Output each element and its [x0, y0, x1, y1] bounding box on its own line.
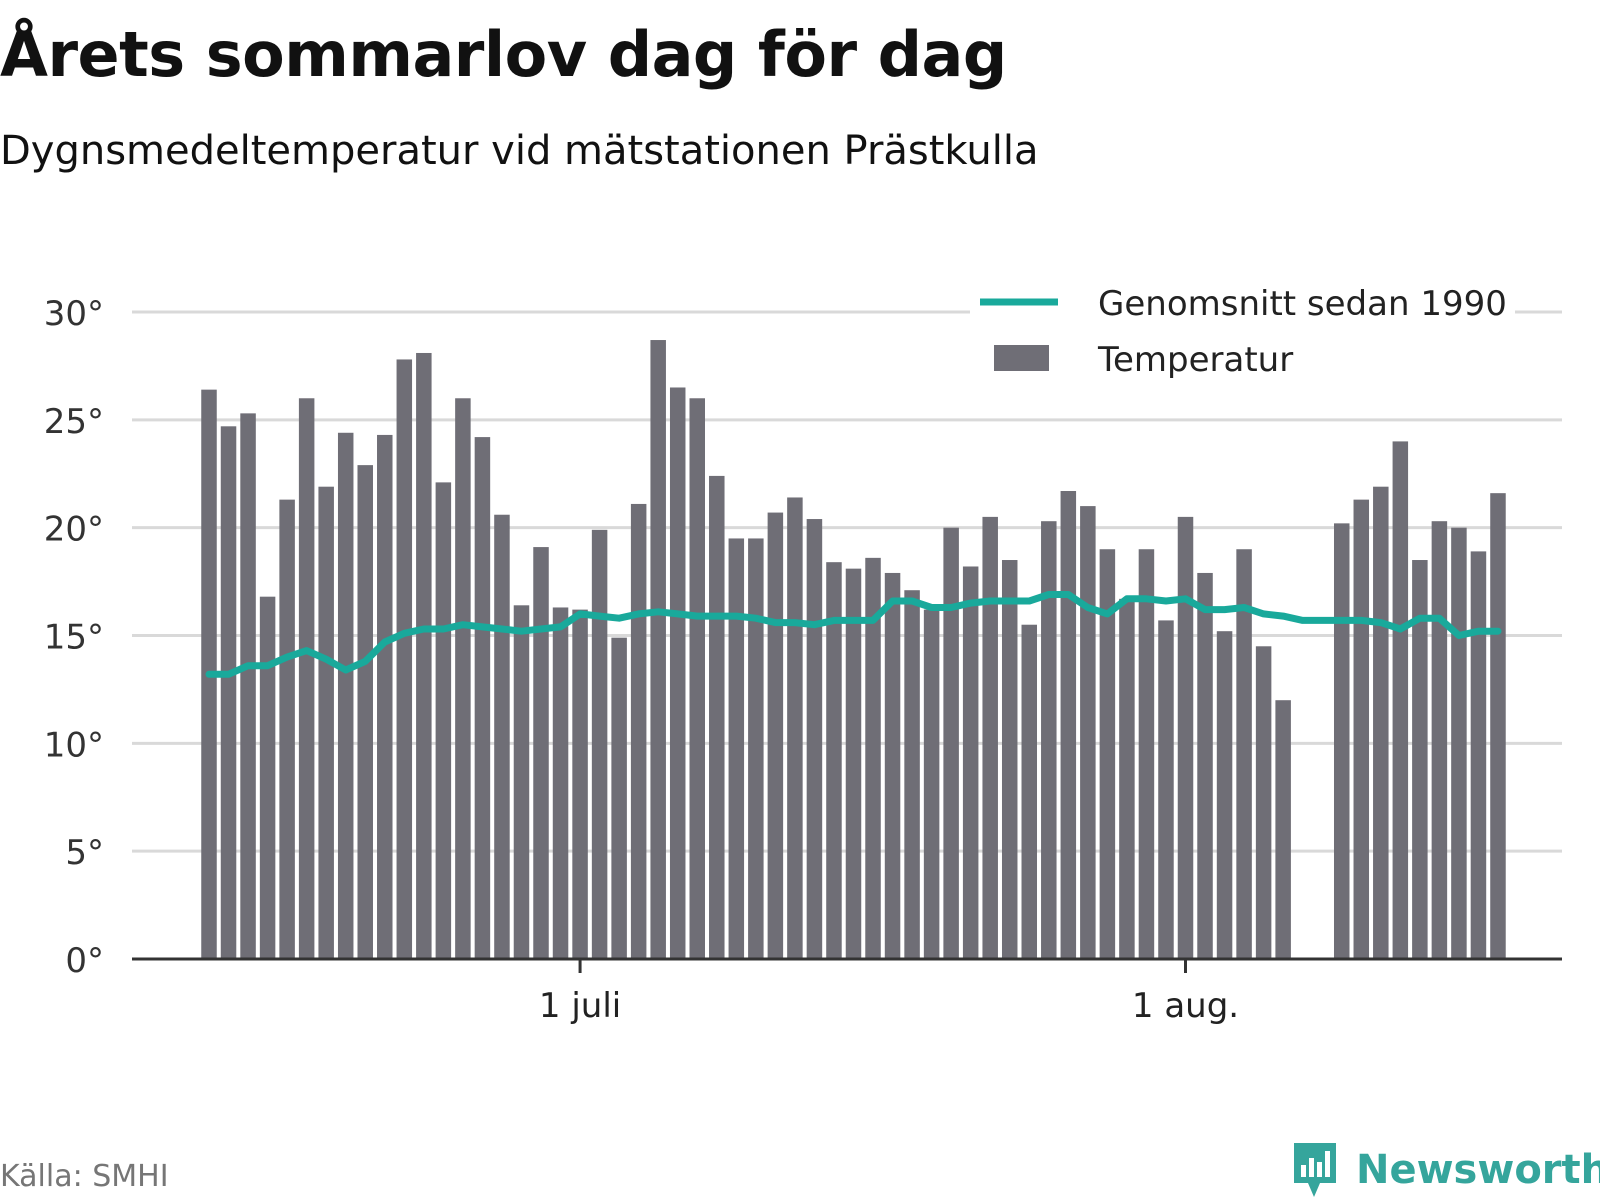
- average-line: [205, 591, 1502, 678]
- temperature-bar: [630, 503, 647, 959]
- source-label: Källa: SMHI: [0, 1159, 169, 1194]
- legend-label: Genomsnitt sedan 1990: [1098, 284, 1507, 324]
- temperature-bar: [1138, 549, 1155, 959]
- temperature-bar: [1177, 516, 1194, 959]
- chart-subtitle: Dygnsmedeltemperatur vid mätstationen Pr…: [0, 128, 1039, 174]
- temperature-bar: [279, 499, 295, 959]
- temperature-bar: [748, 538, 764, 959]
- temperature-bar: [337, 432, 354, 959]
- temperature-bar: [1275, 700, 1291, 959]
- y-tick-label: 5°: [65, 833, 104, 873]
- legend: Genomsnitt sedan 1990 Temperatur: [970, 274, 1515, 394]
- x-tick-label: 1 juli: [539, 986, 621, 1026]
- temperature-bar: [982, 516, 998, 959]
- y-tick-label: 10°: [44, 725, 104, 765]
- temperature-bar: [240, 413, 256, 959]
- temperature-bar: [845, 568, 862, 959]
- temperature-bars: [201, 340, 1506, 959]
- newsworthy-logo-icon: [1294, 1143, 1336, 1197]
- temperature-bar: [1099, 549, 1116, 959]
- temperature-bar: [1392, 441, 1409, 959]
- temperature-bar: [552, 607, 569, 959]
- temperature-bar: [455, 398, 471, 959]
- legend-bar-swatch: [994, 345, 1049, 371]
- temperature-bar: [1041, 521, 1057, 959]
- temperature-bar: [826, 562, 842, 959]
- x-tick-label: 1 aug.: [1132, 986, 1239, 1026]
- y-tick-label: 15°: [44, 618, 104, 658]
- temperature-bar: [884, 572, 901, 959]
- temperature-bar: [728, 538, 745, 959]
- chart-title: Årets sommarlov dag för dag: [0, 18, 1007, 91]
- temperature-bar: [416, 352, 432, 959]
- y-tick-label: 20°: [44, 510, 104, 550]
- temperature-bar: [669, 387, 686, 959]
- temperature-bar: [494, 514, 510, 959]
- y-tick-label: 25°: [44, 402, 104, 442]
- temperature-bar: [1001, 560, 1018, 959]
- temperature-bar: [533, 547, 549, 959]
- temperature-bar: [298, 398, 315, 959]
- temperature-bar: [1119, 598, 1135, 959]
- temperature-bar: [1236, 549, 1252, 959]
- temperature-bar: [1060, 491, 1077, 959]
- y-axis: 0° 5° 10° 15° 20° 25° 30°: [44, 294, 104, 981]
- temperature-bar: [1412, 560, 1428, 959]
- temperature-bar: [865, 557, 881, 959]
- temperature-bar: [923, 609, 940, 959]
- temperature-bar: [1490, 493, 1506, 959]
- brand-name: Newsworthy: [1356, 1147, 1600, 1193]
- temperature-bar: [591, 529, 608, 959]
- temperature-bar: [435, 482, 452, 959]
- temperature-bar: [1353, 499, 1370, 959]
- temperature-bar: [611, 637, 627, 959]
- temperature-bar: [767, 512, 784, 959]
- temperature-bar: [572, 609, 588, 959]
- brand-logo[interactable]: Newsworthy: [1290, 1140, 1600, 1200]
- temperature-bar: [1021, 624, 1038, 959]
- temperature-bar: [709, 475, 725, 959]
- temperature-bar: [1158, 620, 1174, 959]
- y-tick-label: 30°: [44, 294, 104, 334]
- temperature-bar: [962, 566, 979, 959]
- temperature-chart: 0° 5° 10° 15° 20° 25° 30° 1 juli 1 aug. Genomsn…: [44, 274, 1562, 1026]
- temperature-bar: [1216, 631, 1233, 959]
- legend-background: [970, 274, 1515, 394]
- temperature-bar: [1431, 521, 1448, 959]
- temperature-bar: [787, 497, 803, 959]
- temperature-bar: [1080, 506, 1096, 959]
- temperature-bar: [259, 596, 276, 959]
- temperature-bar: [1470, 551, 1487, 959]
- temperature-bar: [396, 359, 413, 959]
- average-line-layer: [205, 591, 1502, 678]
- temperature-bar: [220, 426, 237, 959]
- temperature-bar: [1451, 527, 1467, 959]
- temperature-bar: [377, 434, 393, 959]
- temperature-bar: [904, 590, 920, 959]
- legend-label: Temperatur: [1097, 340, 1293, 380]
- temperature-bar: [1197, 572, 1213, 959]
- x-axis: 1 juli 1 aug.: [132, 957, 1562, 1026]
- temperature-bar: [650, 340, 666, 959]
- temperature-bar: [689, 398, 705, 959]
- temperature-bar: [513, 605, 530, 959]
- y-tick-label: 0°: [65, 941, 104, 981]
- temperature-bar: [943, 527, 959, 959]
- temperature-bar: [806, 519, 823, 959]
- temperature-bar: [1373, 486, 1389, 959]
- temperature-bar: [1255, 646, 1272, 959]
- temperature-bar: [1333, 523, 1350, 959]
- temperature-bar: [357, 465, 373, 959]
- temperature-bar: [318, 486, 334, 959]
- temperature-bar: [474, 437, 491, 959]
